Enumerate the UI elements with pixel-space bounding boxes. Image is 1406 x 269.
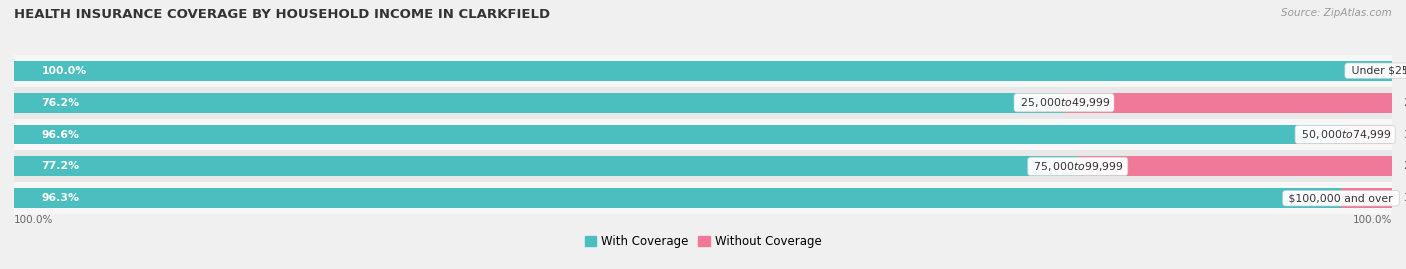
Text: 77.2%: 77.2% — [42, 161, 80, 171]
Text: 100.0%: 100.0% — [14, 215, 53, 225]
Bar — [1341, 188, 1392, 208]
Text: 76.2%: 76.2% — [42, 98, 80, 108]
Bar — [14, 119, 1392, 150]
Text: $75,000 to $99,999: $75,000 to $99,999 — [1031, 160, 1125, 173]
Text: $50,000 to $74,999: $50,000 to $74,999 — [1298, 128, 1392, 141]
Bar — [14, 182, 1392, 214]
Text: $100,000 and over: $100,000 and over — [1285, 193, 1396, 203]
Bar — [14, 125, 1346, 144]
Text: Under $25,000: Under $25,000 — [1347, 66, 1406, 76]
Bar — [14, 61, 1392, 81]
Text: $25,000 to $49,999: $25,000 to $49,999 — [1017, 96, 1111, 109]
Text: HEALTH INSURANCE COVERAGE BY HOUSEHOLD INCOME IN CLARKFIELD: HEALTH INSURANCE COVERAGE BY HOUSEHOLD I… — [14, 8, 550, 21]
Text: 96.3%: 96.3% — [42, 193, 80, 203]
Bar — [14, 93, 1064, 112]
Bar — [1064, 93, 1392, 112]
Bar — [1078, 157, 1392, 176]
Text: 22.8%: 22.8% — [1403, 161, 1406, 171]
Text: Source: ZipAtlas.com: Source: ZipAtlas.com — [1281, 8, 1392, 18]
Text: 3.7%: 3.7% — [1403, 193, 1406, 203]
Text: 100.0%: 100.0% — [1353, 215, 1392, 225]
Bar — [1346, 125, 1392, 144]
Text: 23.8%: 23.8% — [1403, 98, 1406, 108]
Text: 96.6%: 96.6% — [42, 129, 80, 140]
Text: 100.0%: 100.0% — [42, 66, 87, 76]
Bar — [14, 150, 1392, 182]
Legend: With Coverage, Without Coverage: With Coverage, Without Coverage — [579, 230, 827, 253]
Bar — [14, 55, 1392, 87]
Text: 0.0%: 0.0% — [1403, 66, 1406, 76]
Bar — [14, 157, 1078, 176]
Text: 3.4%: 3.4% — [1403, 129, 1406, 140]
Bar — [14, 188, 1341, 208]
Bar — [14, 87, 1392, 119]
